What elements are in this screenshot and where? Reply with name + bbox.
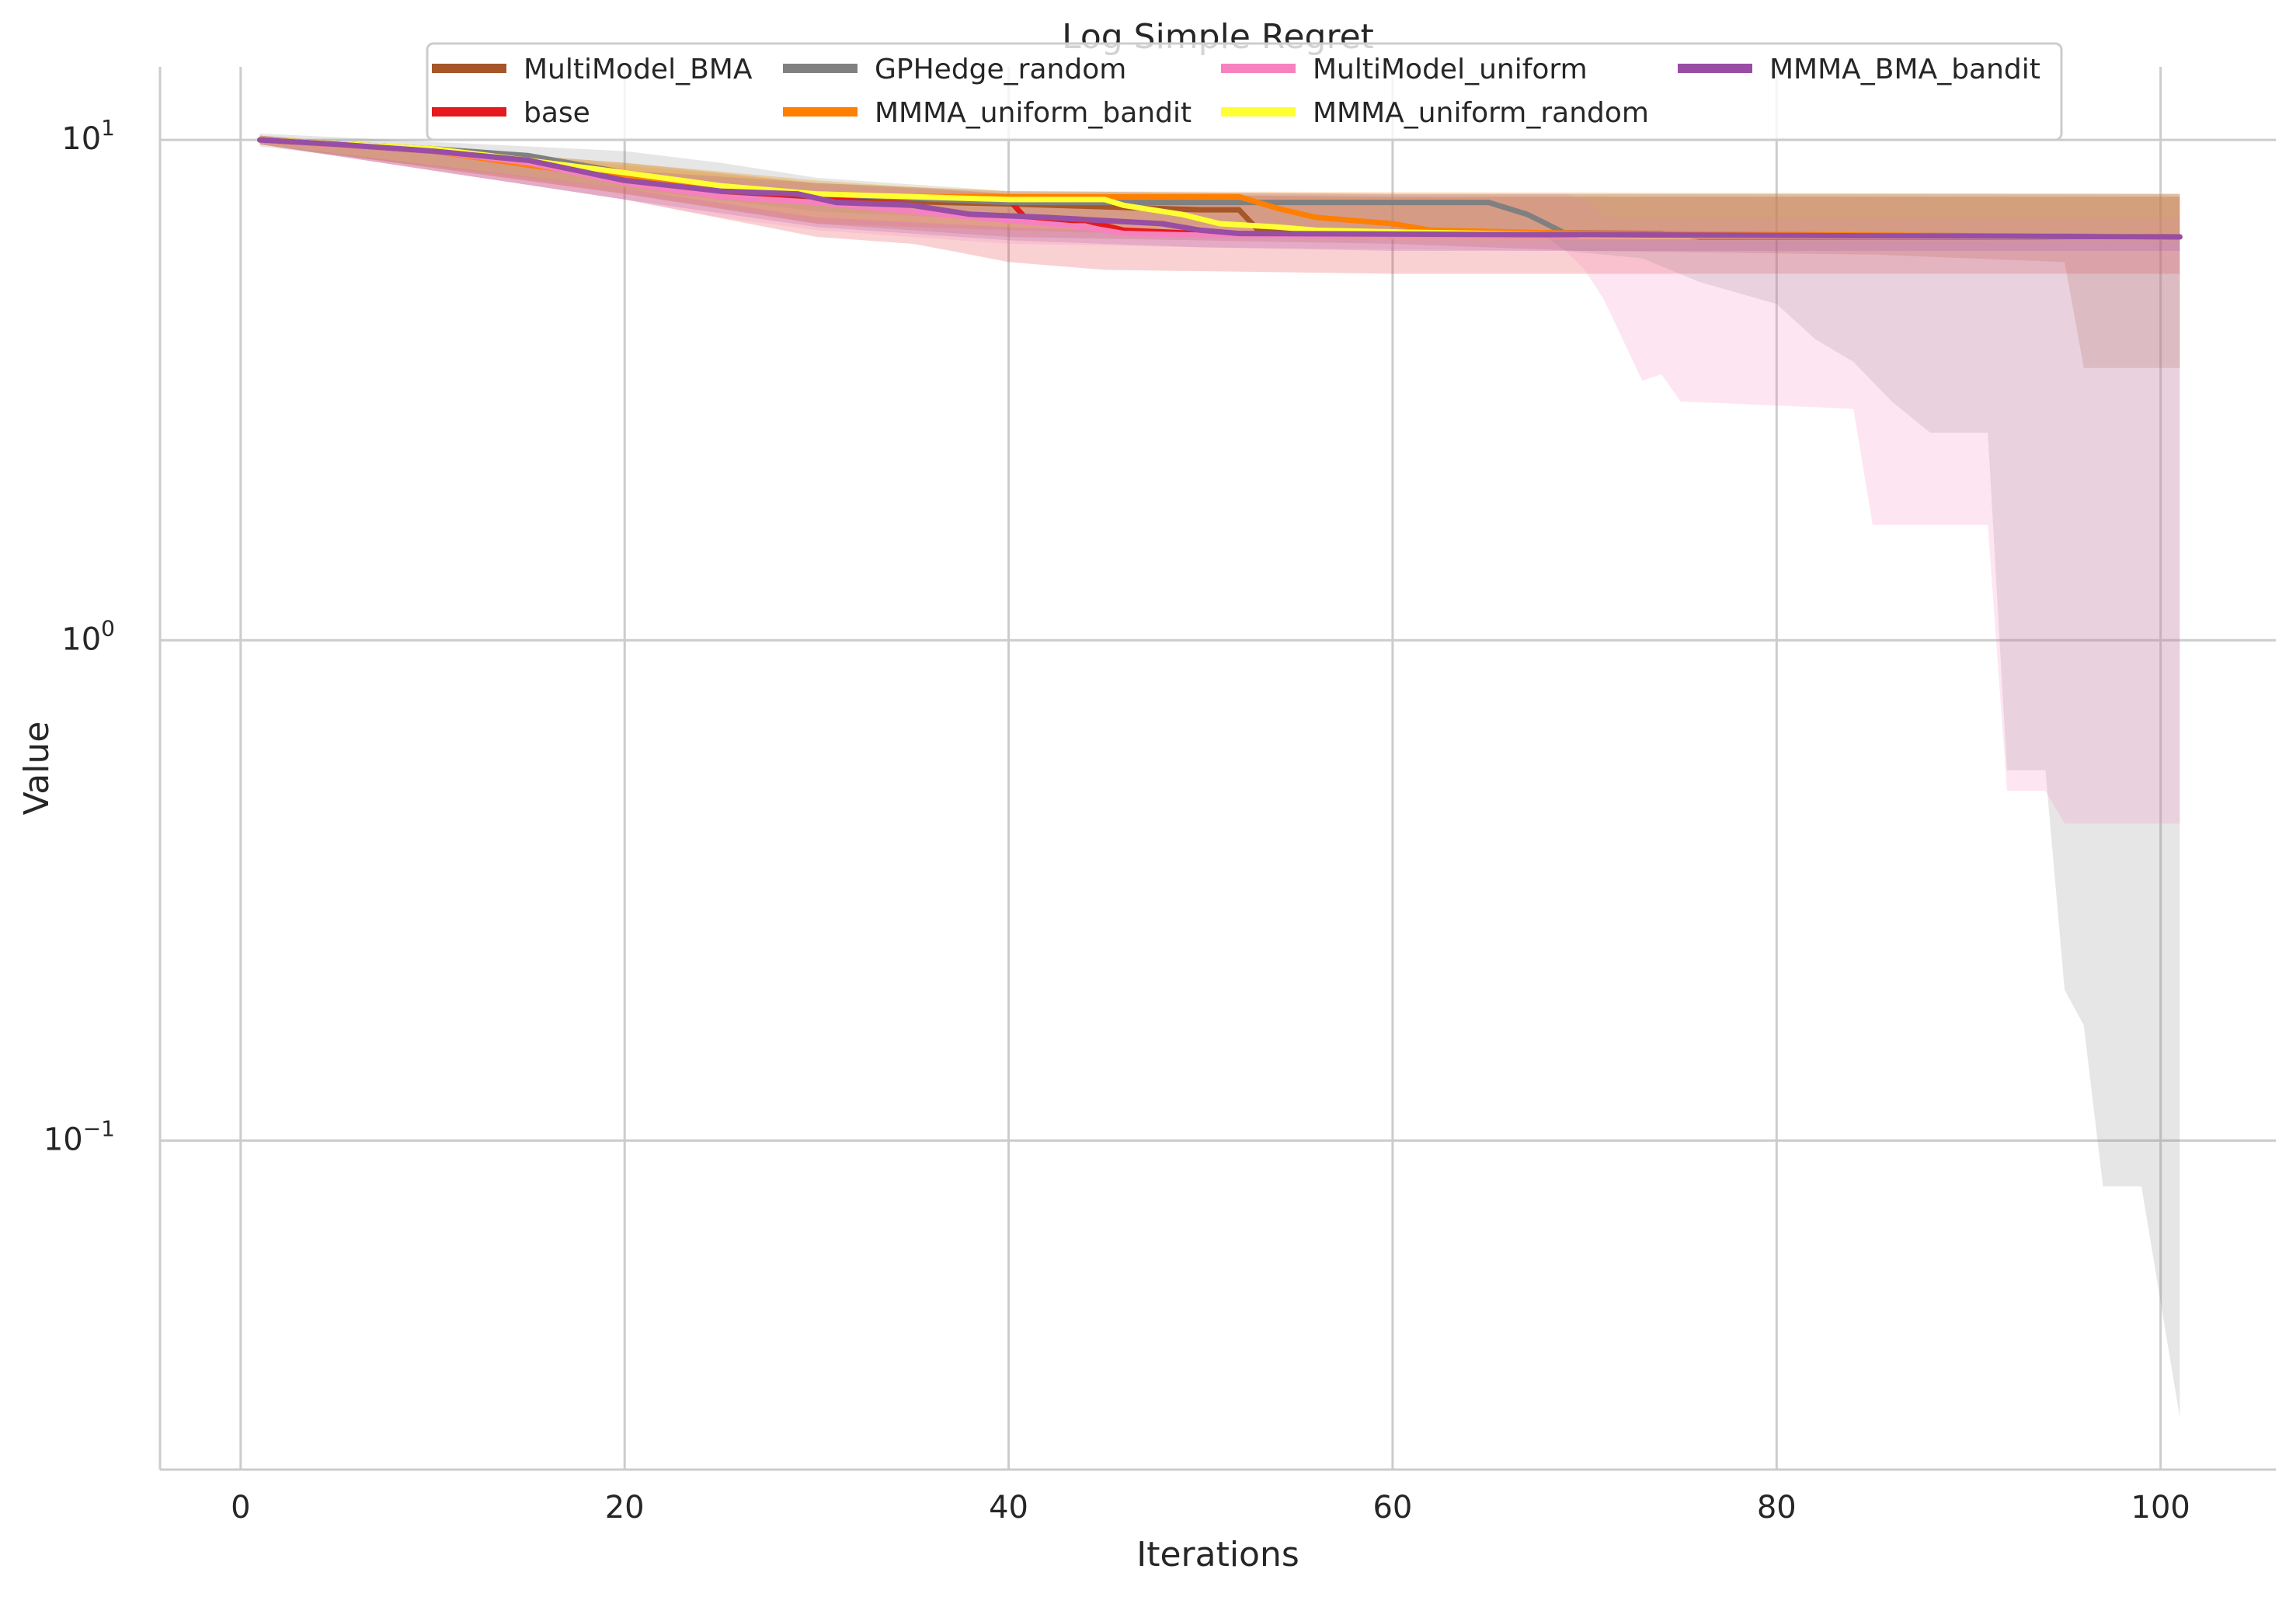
- legend-label: MultiModel_uniform: [1313, 54, 1588, 85]
- legend-label: MMMA_BMA_bandit: [1769, 54, 2040, 85]
- x-tick-label: 40: [989, 1490, 1028, 1526]
- y-axis-label: Value: [17, 722, 57, 816]
- band-GPHedge_random: [259, 133, 2180, 1418]
- axes: [158, 67, 2276, 1471]
- x-axis-label: Iterations: [1136, 1535, 1299, 1574]
- y-tick-label: 10−1: [43, 1115, 115, 1157]
- legend-label: base: [524, 97, 590, 129]
- y-tick-labels: 101 100 10−1: [43, 115, 115, 1157]
- y-tick-label: 100: [61, 615, 115, 657]
- x-tick-label: 60: [1372, 1490, 1412, 1526]
- line-MMMA_BMA_bandit: [257, 137, 2183, 240]
- legend-label: MultiModel_BMA: [524, 54, 753, 85]
- legend-label: GPHedge_random: [875, 54, 1126, 85]
- x-tick-label: 100: [2131, 1490, 2190, 1526]
- legend-label: MMMA_uniform_bandit: [875, 97, 1191, 129]
- band-MMMA_BMA_bandit: [259, 135, 2180, 251]
- x-tick-label: 80: [1757, 1490, 1797, 1526]
- line-GPHedge_random: [257, 137, 2183, 240]
- series-lines: [257, 137, 2183, 240]
- x-tick-label: 0: [231, 1490, 250, 1526]
- y-tick-label: 101: [61, 115, 115, 157]
- x-tick-labels: 0 20 40 60 80 100: [231, 1490, 2190, 1526]
- legend-label: MMMA_uniform_random: [1313, 97, 1649, 129]
- x-tick-label: 20: [605, 1490, 645, 1526]
- band-MMMA_uniform_random: [259, 135, 2180, 241]
- band-MultiModel_uniform: [259, 135, 2180, 824]
- band-MMMA_uniform_bandit: [259, 135, 2180, 241]
- line-MMMA_uniform_random: [257, 137, 2183, 240]
